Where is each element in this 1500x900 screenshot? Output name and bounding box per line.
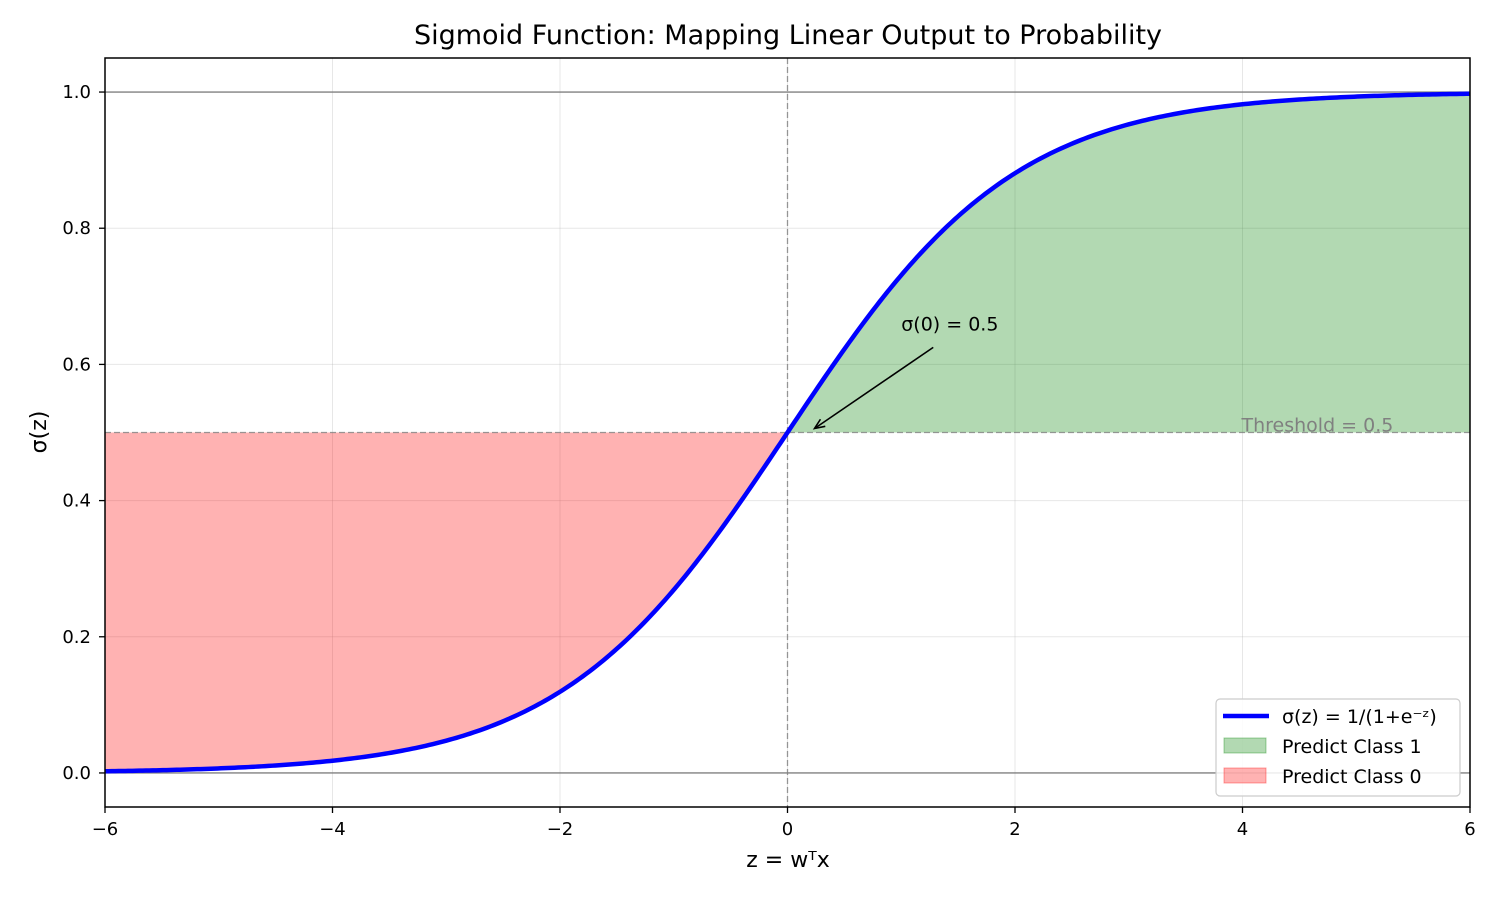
legend-label-class0: Predict Class 0 [1282, 766, 1422, 788]
legend-label-sigmoid: σ(z) = 1/(1+e⁻ᶻ) [1282, 706, 1437, 728]
x-tick-label: 2 [1009, 819, 1020, 840]
x-axis-ticks: −6 −4 −2 0 2 4 6 [92, 807, 1476, 840]
x-tick-label: −4 [319, 819, 346, 840]
fill-predict-class-1 [787, 93, 1470, 433]
y-tick-label: 0.4 [62, 491, 91, 512]
y-tick-label: 0.6 [62, 354, 91, 375]
sigmoid-curve [104, 91, 1471, 774]
annotation-sigma0: σ(0) = 0.5 [812, 313, 998, 430]
x-tick-label: 6 [1464, 819, 1475, 840]
plot-area: Threshold = 0.5 σ(0) = 0.5 [104, 58, 1471, 807]
chart-title: Sigmoid Function: Mapping Linear Output … [414, 20, 1162, 51]
annotation-text: σ(0) = 0.5 [901, 313, 998, 335]
y-tick-label: 0.2 [62, 627, 91, 648]
annotation-arrow [814, 346, 934, 430]
legend: σ(z) = 1/(1+e⁻ᶻ) Predict Class 1 Predict… [1215, 698, 1461, 797]
x-tick-label: 0 [782, 819, 793, 840]
legend-box [1215, 698, 1461, 797]
x-tick-label: −6 [92, 819, 119, 840]
y-axis-ticks: 0.0 0.2 0.4 0.6 0.8 1.0 [62, 82, 105, 784]
legend-green-swatch-icon [1223, 737, 1267, 754]
x-axis-label: z = wᵀx [746, 848, 829, 873]
legend-red-swatch-icon [1223, 767, 1267, 784]
x-tick-label: 4 [1237, 819, 1248, 840]
y-tick-label: 0.8 [62, 218, 91, 239]
x-tick-label: −2 [547, 819, 574, 840]
arrow-head-icon [812, 418, 826, 430]
threshold-label: Threshold = 0.5 [1241, 415, 1394, 437]
legend-label-class1: Predict Class 1 [1282, 736, 1422, 758]
y-tick-label: 1.0 [62, 82, 91, 103]
fill-predict-class-0 [105, 432, 788, 772]
y-axis-label: σ(z) [27, 411, 52, 454]
y-tick-label: 0.0 [62, 763, 91, 784]
